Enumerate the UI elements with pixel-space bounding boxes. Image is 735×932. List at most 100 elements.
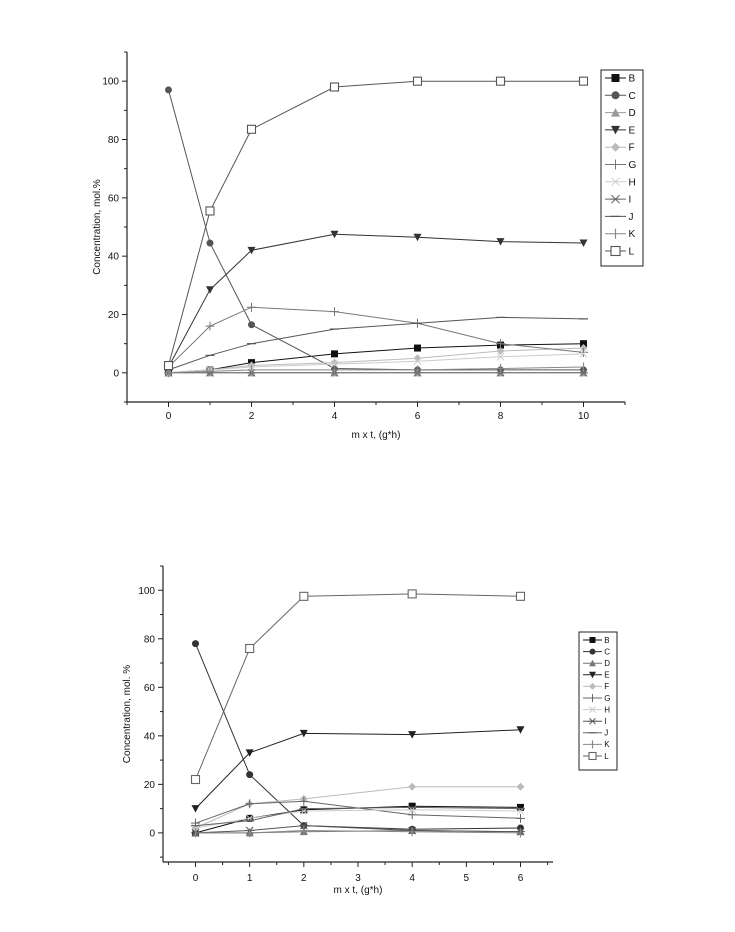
x-tick-label: 8 (498, 411, 504, 422)
data-point-L (578, 76, 589, 86)
legend-marker-H (589, 706, 596, 713)
x-tick-label: 2 (249, 411, 255, 422)
y-tick-label: 60 (144, 683, 156, 694)
data-point-I (299, 821, 309, 830)
series-L (163, 76, 589, 371)
legend-label-J: J (604, 729, 608, 738)
legend-label-L: L (629, 247, 635, 258)
data-point-L (163, 360, 174, 371)
data-point-E (413, 233, 422, 242)
x-tick-label: 0 (166, 411, 172, 422)
y-tick-label: 20 (108, 310, 120, 321)
legend-frame (600, 69, 644, 267)
data-point-E (496, 238, 505, 246)
data-point-L (205, 206, 215, 216)
data-point-E (247, 246, 256, 255)
data-point-C (248, 321, 255, 329)
series-J (164, 316, 588, 371)
data-point-G (205, 321, 215, 331)
legend-label-B: B (629, 74, 636, 85)
data-point-H (330, 360, 339, 368)
data-point-B (300, 806, 308, 814)
series-C (192, 640, 524, 833)
data-point-E (330, 230, 339, 239)
series-line-C (195, 643, 521, 830)
data-point-F (413, 354, 422, 363)
data-point-B (517, 803, 524, 811)
series-K (194, 825, 522, 838)
data-point-E (516, 726, 525, 734)
y-tick-label: 40 (144, 731, 156, 742)
x-tick-label: 3 (355, 873, 361, 884)
legend-marker-L (610, 245, 621, 257)
legend-marker-H (611, 177, 620, 187)
legend-label-J: J (629, 212, 634, 223)
legend-marker-C (589, 648, 596, 655)
data-point-B (580, 340, 587, 348)
data-point-H (413, 357, 422, 366)
legend-label-D: D (629, 108, 636, 119)
data-point-C (192, 640, 199, 648)
x-tick-label: 0 (193, 873, 199, 884)
legend-marker-I (610, 194, 621, 204)
legend-marker-I (588, 717, 597, 725)
y-axis-label: Concentration, mol.% (92, 179, 103, 275)
legend-marker-L (588, 751, 597, 761)
data-point-C (246, 771, 254, 779)
data-point-B (408, 802, 416, 810)
data-point-G (407, 810, 417, 820)
y-axis-label: Concentration, mol. % (122, 665, 133, 763)
legend-label-I: I (604, 717, 606, 726)
y-tick-label: 80 (108, 135, 120, 146)
series-line-E (168, 233, 584, 368)
x-tick-label: 2 (301, 873, 307, 884)
series-line-E (195, 729, 521, 809)
data-point-G (299, 796, 309, 806)
data-point-E (579, 239, 588, 248)
data-point-E (408, 731, 417, 739)
data-point-C (165, 86, 172, 94)
series-line-J (168, 316, 584, 371)
legend-label-K: K (629, 229, 636, 240)
y-tick-label: 20 (144, 780, 156, 791)
data-point-G (579, 347, 588, 357)
x-tick-label: 4 (409, 873, 415, 884)
data-point-L (246, 124, 257, 134)
legend-label-C: C (604, 647, 610, 656)
legend-label-E: E (629, 125, 636, 136)
legend-marker-B (611, 74, 620, 82)
x-tick-label: 5 (464, 873, 470, 884)
series-line-C (168, 89, 584, 371)
data-point-F (496, 346, 505, 355)
series-line-H (195, 809, 521, 829)
y-tick-label: 0 (113, 368, 119, 379)
data-point-G (245, 799, 255, 809)
data-point-G (247, 302, 256, 312)
data-point-E (299, 729, 308, 738)
data-point-F (408, 782, 417, 791)
series-line-G (168, 306, 584, 368)
data-point-H (496, 352, 505, 361)
series-F (191, 782, 525, 833)
legend-label-H: H (629, 177, 636, 188)
legend-label-G: G (629, 160, 637, 171)
data-point-L (245, 643, 255, 654)
legend-marker-B (589, 637, 596, 643)
data-point-L (407, 589, 417, 599)
legend-marker-G (588, 694, 597, 702)
data-point-E (206, 286, 214, 294)
data-point-G (496, 339, 505, 349)
data-point-H (579, 350, 588, 358)
x-tick-label: 10 (578, 411, 590, 422)
legend-marker-F (589, 682, 596, 690)
y-tick-label: 100 (102, 77, 119, 88)
y-tick-label: 40 (108, 252, 120, 263)
data-point-L (299, 591, 309, 601)
series-E (191, 726, 525, 813)
series-J (191, 806, 525, 827)
legend-marker-C (611, 91, 620, 100)
data-point-L (515, 591, 526, 601)
data-point-F (516, 782, 525, 791)
